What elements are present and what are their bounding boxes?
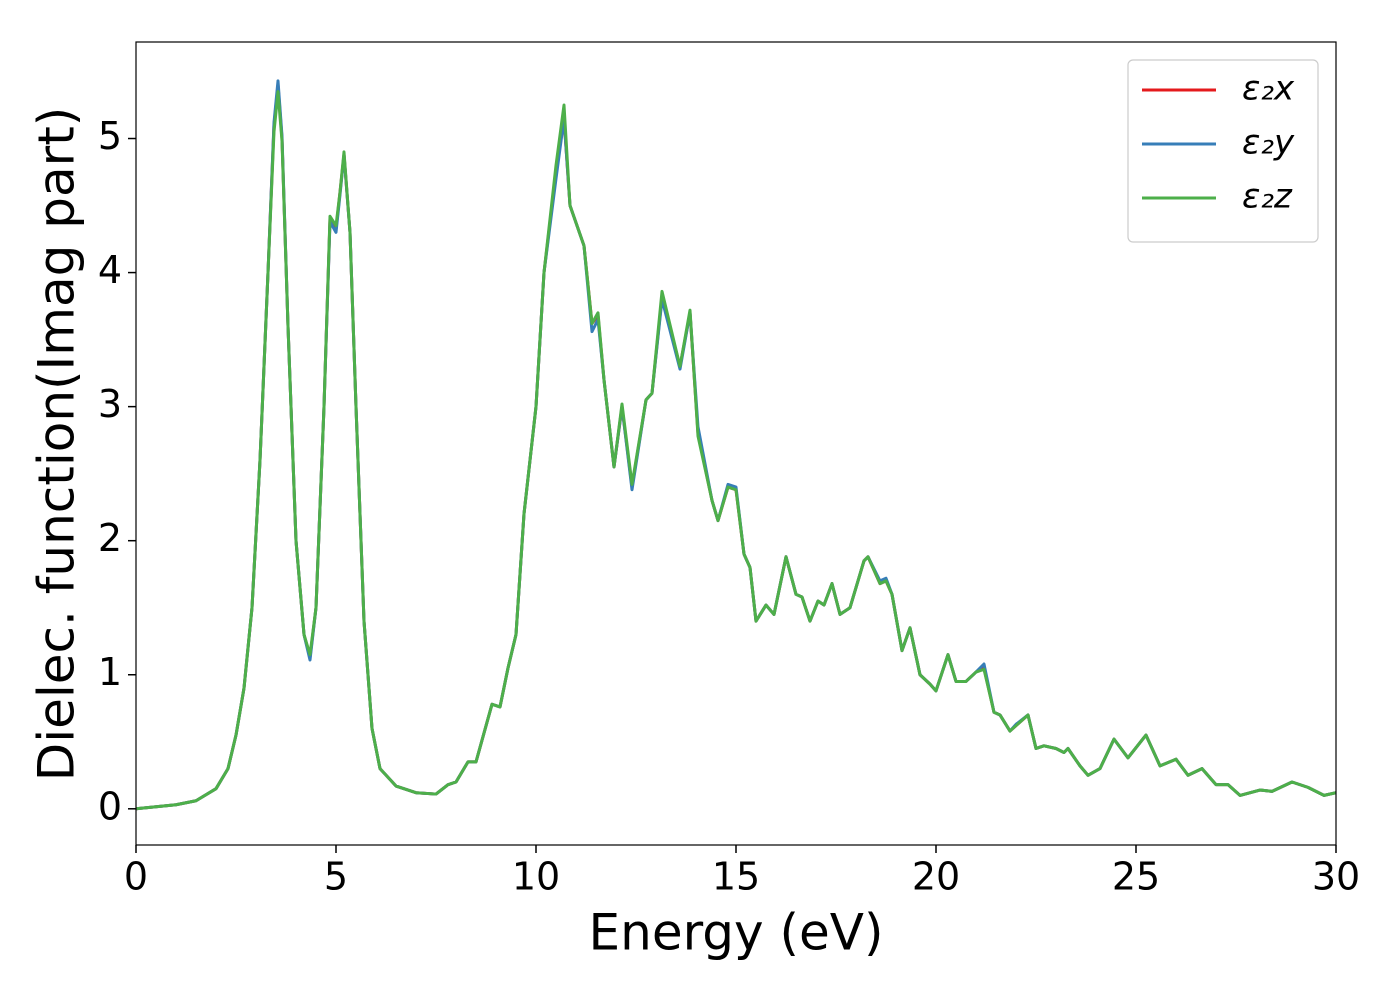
x-tick-label: 15: [712, 855, 760, 899]
y-tick-label: 0: [98, 784, 122, 828]
y-tick-label: 4: [98, 248, 122, 292]
x-tick-label: 10: [512, 855, 560, 899]
x-tick-label: 30: [1312, 855, 1360, 899]
y-axis-label: Dielec. function(Imag part): [28, 107, 86, 782]
plot-frame: [135, 41, 1337, 846]
x-tick-label: 25: [1112, 855, 1160, 899]
legend-label: ε₂z: [1242, 177, 1293, 217]
x-tick-label: 5: [324, 855, 348, 899]
x-tick-label: 0: [124, 855, 148, 899]
series-line: [136, 90, 1336, 811]
x-axis-label: Energy (eV): [589, 904, 884, 962]
plot-lines: [136, 79, 1336, 811]
y-tick-label: 2: [98, 516, 122, 560]
y-tick-label: 3: [98, 382, 122, 426]
y-tick-label: 1: [98, 650, 122, 694]
x-tick-label: 20: [912, 855, 960, 899]
y-tick-label: 5: [98, 114, 122, 158]
legend-label: ε₂x: [1242, 69, 1295, 109]
legend-label: ε₂y: [1242, 123, 1295, 163]
